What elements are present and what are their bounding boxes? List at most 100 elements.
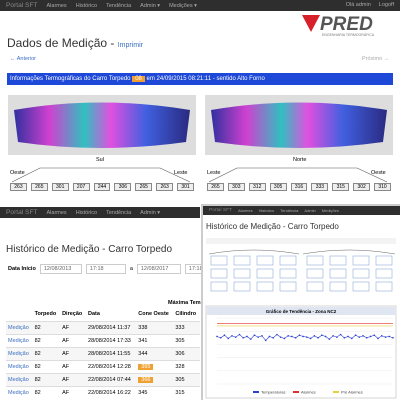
row-link[interactable]: Medição [6, 346, 33, 360]
row-link[interactable]: Medição [6, 359, 33, 373]
nav-item[interactable]: Portal SFT [209, 208, 232, 213]
temperature-point [234, 336, 237, 338]
table-cell: 82 [32, 359, 61, 373]
sensor-box [279, 268, 297, 279]
table-cell: 22/08/2014 16:22 [86, 385, 137, 399]
nav-item[interactable]: Tendência [280, 208, 299, 213]
prev-link[interactable]: ← Anterior [10, 56, 36, 62]
table-row: Medição 82 AF 22/08/2014 12:28 365 328 [6, 359, 200, 373]
logoff[interactable]: Logoff [378, 2, 394, 8]
sensor-box [375, 255, 393, 266]
trend-content: Gráfico de Tendência - Zona NC2 Temperatu… [205, 238, 397, 399]
nav-item[interactable]: Histórico [75, 2, 98, 9]
nav-item[interactable]: Admin ▾ [140, 209, 161, 216]
temperature-point [328, 338, 331, 340]
to-date[interactable]: 12/08/2017 [136, 264, 181, 274]
sensor-box [210, 255, 228, 266]
temperature-point [388, 335, 391, 338]
temperature-point [238, 333, 241, 336]
table-cell: AF [60, 385, 87, 399]
temp-box: 315 [332, 183, 350, 191]
trend-title: Histórico de Medição - Carro Torpedo [206, 222, 339, 231]
zone-label: Leste [207, 170, 221, 176]
table-cell: 28/08/2014 11:55 [86, 346, 137, 360]
row-link[interactable]: Medição [6, 333, 33, 347]
nav-item[interactable]: Alarmes [46, 209, 67, 216]
nav-item[interactable]: Alarmes [237, 208, 253, 213]
from-date[interactable]: 12/08/2013 [39, 264, 82, 274]
cell-text: 338 [138, 324, 148, 331]
nav-item[interactable]: Admin [304, 208, 316, 213]
logo: PRED ENGENHARIA TERMOGRÁFICA [302, 14, 375, 37]
temperature-point [257, 336, 259, 338]
nav-item[interactable]: Portal SFT [6, 209, 38, 216]
sensor-box [306, 281, 324, 292]
header-cell: Cone Oeste [138, 311, 169, 318]
user-name[interactable]: Olá admin [345, 2, 371, 8]
temperature-point [347, 335, 349, 338]
print-link[interactable]: Imprimir [117, 42, 144, 49]
sensor-box [329, 255, 347, 266]
table-cell: 344 [136, 346, 174, 360]
zone-label: Oeste [10, 170, 25, 176]
row-link[interactable]: Medição [6, 320, 33, 334]
table-cell: AF [60, 346, 87, 360]
temperature-point [365, 337, 368, 339]
sensor-box [210, 268, 228, 279]
sensor-box [306, 255, 324, 266]
thermal-panels [8, 95, 393, 183]
header-cell: Direção [62, 311, 83, 318]
nav-item[interactable]: Histórico [75, 209, 98, 216]
temp-box: 207 [72, 183, 90, 191]
date-filter: Data Início 12/08/2013 17:18 a 12/08/201… [8, 264, 205, 274]
row-link[interactable]: Medição [6, 385, 33, 399]
nav-item[interactable]: Portal SFT [6, 2, 38, 9]
sensor-box [352, 255, 370, 266]
nav-item[interactable]: Alarmes [46, 2, 67, 9]
temperature-point [373, 334, 376, 336]
temperature-point [354, 334, 357, 336]
row-link[interactable]: Medição [6, 372, 33, 386]
cell-text: 305 [175, 337, 185, 344]
cell-text: 82 [34, 389, 41, 396]
table-cell: 365 [136, 359, 174, 373]
from-time[interactable]: 17:18 [85, 264, 126, 274]
cell-text: 345 [138, 389, 148, 396]
sensor-box [233, 268, 251, 279]
table-cell: 22/08/2014 07:44 [86, 372, 137, 386]
nav-item[interactable]: Tendência [106, 2, 132, 9]
table-cell: 345 [136, 385, 174, 399]
cell-text: AF [62, 363, 70, 370]
nav-item[interactable]: Histórico [258, 208, 275, 213]
nav-item[interactable]: Medições ▾ [169, 2, 197, 9]
nav-item[interactable]: Admin ▾ [140, 2, 161, 9]
cell-text: 82 [34, 350, 41, 357]
temperature-point [287, 335, 289, 337]
table-cell: 82 [32, 333, 61, 347]
table-cell: 315 [173, 385, 200, 399]
legend-label: Alarmes [301, 390, 316, 395]
temperature-point [294, 337, 297, 339]
header-cell: Data [88, 311, 100, 318]
sensor-box [375, 281, 393, 292]
legend-swatch [333, 391, 339, 393]
history-table: Torpedo Direção Data Cone Oeste Cilindro Medi… [6, 308, 200, 399]
temperature-point [332, 335, 334, 337]
temperature-point [264, 339, 267, 342]
sensor-box [375, 268, 393, 279]
temperature-point [377, 337, 379, 340]
cell-text: 315 [175, 389, 185, 396]
temperature-point [227, 337, 230, 340]
table-cell: 333 [173, 320, 200, 334]
sensor-box [256, 281, 274, 292]
table-cell: 338 [136, 320, 174, 334]
cell-text: 344 [138, 350, 148, 357]
next-link[interactable]: Próximo → [362, 56, 390, 62]
nav-item[interactable]: Tendência [106, 209, 132, 216]
temp-box: 306 [114, 183, 132, 191]
cell-text: 306 [175, 350, 185, 357]
cell-text: Medição [8, 337, 29, 344]
nav-item[interactable]: Medições [321, 208, 339, 213]
table-cell: 366 [136, 372, 174, 386]
